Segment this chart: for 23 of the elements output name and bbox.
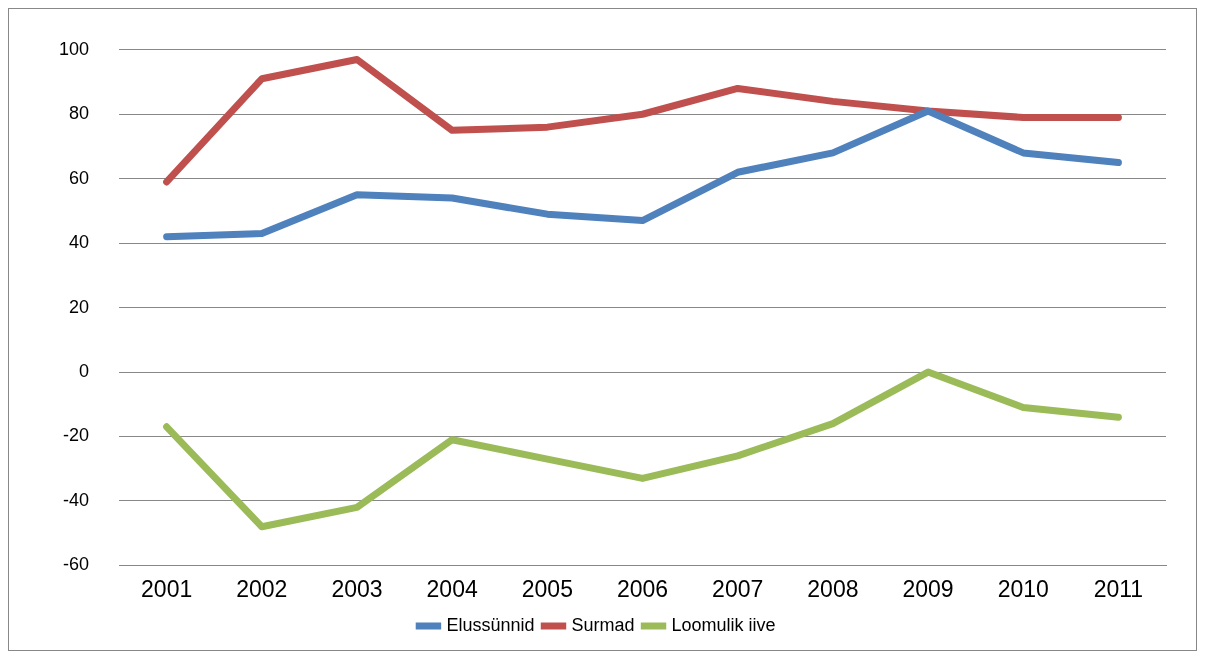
y-tick-label: 60 <box>69 167 90 188</box>
y-tick-label: 80 <box>69 103 90 124</box>
x-tick-label: 2003 <box>331 575 383 602</box>
x-tick-label: 2004 <box>426 575 478 602</box>
x-tick-label: 2001 <box>141 575 193 602</box>
x-tick-label: 2006 <box>616 575 669 602</box>
y-tick-label: -20 <box>63 425 90 446</box>
legend-label: Loomulik iive <box>671 614 776 635</box>
x-tick-label: 2005 <box>521 575 573 602</box>
x-tick-label: 2010 <box>997 575 1049 602</box>
x-tick-label: 2002 <box>236 575 288 602</box>
y-tick-label: 40 <box>69 232 90 253</box>
y-tick-label: -40 <box>63 489 90 510</box>
legend-label: Elussünnid <box>446 614 535 635</box>
y-tick-label: 100 <box>58 38 90 59</box>
x-tick-label: 2009 <box>902 575 954 602</box>
x-tick-label: 2008 <box>807 575 859 602</box>
y-tick-label: 0 <box>79 361 90 382</box>
legend-label: Surmad <box>571 614 635 635</box>
y-tick-label: -60 <box>63 554 90 575</box>
y-tick-label: 20 <box>69 296 90 317</box>
x-tick-label: 2011 <box>1093 575 1144 602</box>
x-tick-label: 2007 <box>712 575 764 602</box>
